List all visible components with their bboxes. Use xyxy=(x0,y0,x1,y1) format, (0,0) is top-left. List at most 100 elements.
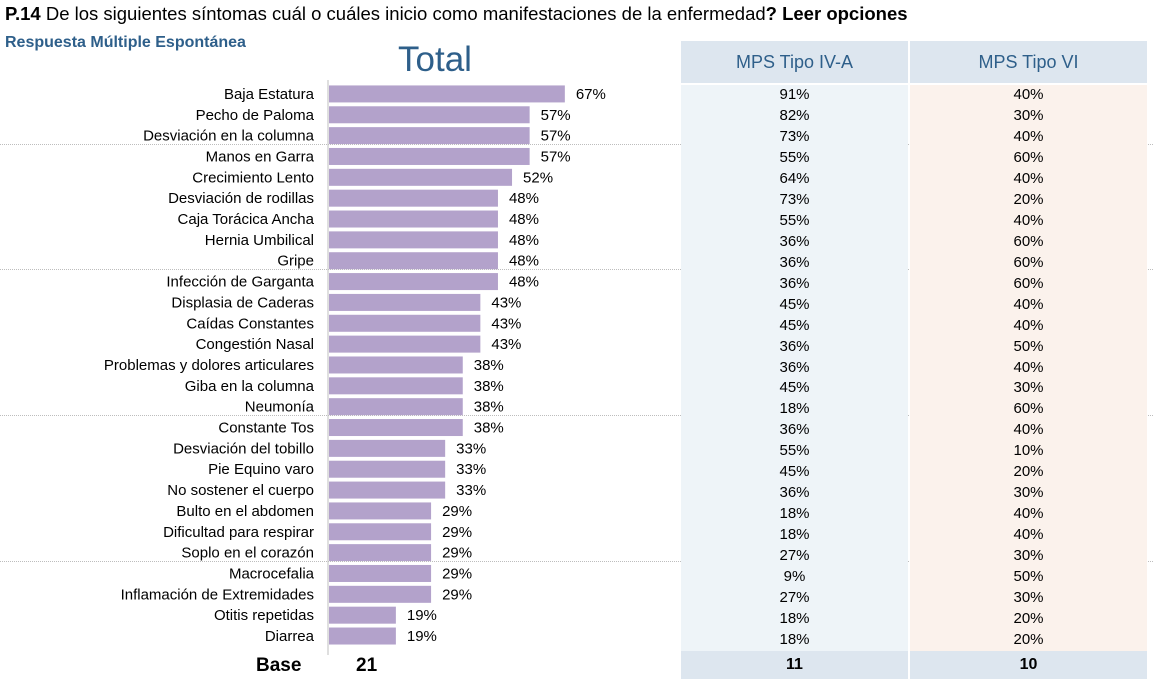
table-cell: 45% xyxy=(779,295,810,313)
category-label: Soplo en el corazón xyxy=(181,545,314,562)
bar xyxy=(329,335,481,353)
category-label: Neumonía xyxy=(245,399,315,416)
table-cell: 36% xyxy=(779,253,810,271)
bar xyxy=(329,147,530,165)
data-label: 38% xyxy=(474,357,504,374)
table-cell: 82% xyxy=(779,106,810,124)
table-cell: 40% xyxy=(1013,127,1044,145)
category-label: Infección de Garganta xyxy=(166,274,314,291)
table-cell: 60% xyxy=(1013,274,1044,292)
data-label: 43% xyxy=(491,294,521,311)
data-label: 29% xyxy=(442,565,472,582)
bar xyxy=(329,627,396,645)
data-label: 33% xyxy=(456,440,486,457)
table-cell: 9% xyxy=(783,568,806,586)
category-label: Baja Estatura xyxy=(224,86,315,103)
category-label: Otitis repetidas xyxy=(214,607,314,624)
row-separator xyxy=(0,269,1153,270)
table-cell: 36% xyxy=(779,358,810,376)
base-label: Base xyxy=(256,655,302,676)
table-cell: 18% xyxy=(779,631,810,649)
bar xyxy=(329,377,463,395)
table-cell: 20% xyxy=(1013,631,1044,649)
bar xyxy=(329,314,481,332)
category-label: Pecho de Paloma xyxy=(196,107,315,124)
category-label: Gripe xyxy=(277,253,314,270)
table-cell: 36% xyxy=(779,232,810,250)
bar xyxy=(329,189,498,207)
table-cell: 40% xyxy=(1013,211,1044,229)
table-cell: 36% xyxy=(779,421,810,439)
category-label: Constante Tos xyxy=(218,420,314,437)
category-label: Inflamación de Extremidades xyxy=(121,586,314,603)
base-mps-vi: 10 xyxy=(910,651,1147,679)
category-label: Desviación en la columna xyxy=(143,128,315,145)
table-cell: 73% xyxy=(779,190,810,208)
data-label: 33% xyxy=(456,461,486,478)
bar xyxy=(329,523,432,541)
category-label: Giba en la columna xyxy=(185,378,315,395)
table-cell: 30% xyxy=(1013,106,1044,124)
table-cell: 50% xyxy=(1013,568,1044,586)
bar xyxy=(329,502,432,520)
data-label: 48% xyxy=(509,232,539,249)
table-cell: 73% xyxy=(779,127,810,145)
bar xyxy=(329,273,498,291)
table-cell: 45% xyxy=(779,316,810,334)
table-cell: 40% xyxy=(1013,295,1044,313)
data-label: 48% xyxy=(509,190,539,207)
category-label: Manos en Garra xyxy=(206,148,315,165)
row-separator xyxy=(0,144,1153,145)
data-label: 29% xyxy=(442,586,472,603)
category-label: Diarrea xyxy=(265,628,315,645)
category-label: Pie Equino varo xyxy=(208,461,314,478)
bar xyxy=(329,544,432,562)
table-cell: 45% xyxy=(779,379,810,397)
bar xyxy=(329,564,432,582)
bar xyxy=(329,85,565,103)
bar xyxy=(329,439,446,457)
data-label: 33% xyxy=(456,482,486,499)
bar xyxy=(329,293,481,311)
table-cell: 30% xyxy=(1013,589,1044,607)
bar xyxy=(329,398,463,416)
subtitle: Respuesta Múltiple Espontánea xyxy=(5,34,246,51)
table-cell: 20% xyxy=(1013,610,1044,628)
data-label: 67% xyxy=(576,86,606,103)
bar xyxy=(329,106,530,124)
data-label: 19% xyxy=(407,607,437,624)
bar xyxy=(329,419,463,437)
table-cell: 40% xyxy=(1013,358,1044,376)
data-label: 38% xyxy=(474,420,504,437)
bar xyxy=(329,585,432,603)
data-label: 57% xyxy=(541,128,571,145)
table-cell: 40% xyxy=(1013,421,1044,439)
data-label: 29% xyxy=(442,524,472,541)
data-label: 48% xyxy=(509,211,539,228)
category-label: No sostener el cuerpo xyxy=(167,482,314,499)
bar xyxy=(329,606,396,624)
data-label: 29% xyxy=(442,545,472,562)
table-cell: 60% xyxy=(1013,400,1044,418)
data-label: 48% xyxy=(509,253,539,270)
table-cell: 40% xyxy=(1013,316,1044,334)
chart-title: Total xyxy=(398,40,472,79)
table-cell: 30% xyxy=(1013,484,1044,502)
bar xyxy=(329,168,513,186)
table-cell: 18% xyxy=(779,505,810,523)
data-label: 38% xyxy=(474,399,504,416)
column-header-mps-vi: MPS Tipo VI xyxy=(910,41,1147,83)
data-label: 48% xyxy=(509,274,539,291)
table-cell: 10% xyxy=(1013,442,1044,460)
category-label: Caídas Constantes xyxy=(186,315,314,332)
table-cell: 27% xyxy=(779,547,810,565)
bar xyxy=(329,356,463,374)
table-cell: 60% xyxy=(1013,253,1044,271)
category-label: Caja Torácica Ancha xyxy=(178,211,315,228)
data-label: 57% xyxy=(541,107,571,124)
bar xyxy=(329,231,498,249)
column-header-mps-iva: MPS Tipo IV-A xyxy=(681,41,908,83)
table-cell: 40% xyxy=(1013,526,1044,544)
table-cell: 91% xyxy=(779,86,810,103)
column-mps-iva: 91% 82% 73% 55% 64% 73% 55% 36% 36% 36% 45% 45% 36% 3… xyxy=(681,85,908,651)
